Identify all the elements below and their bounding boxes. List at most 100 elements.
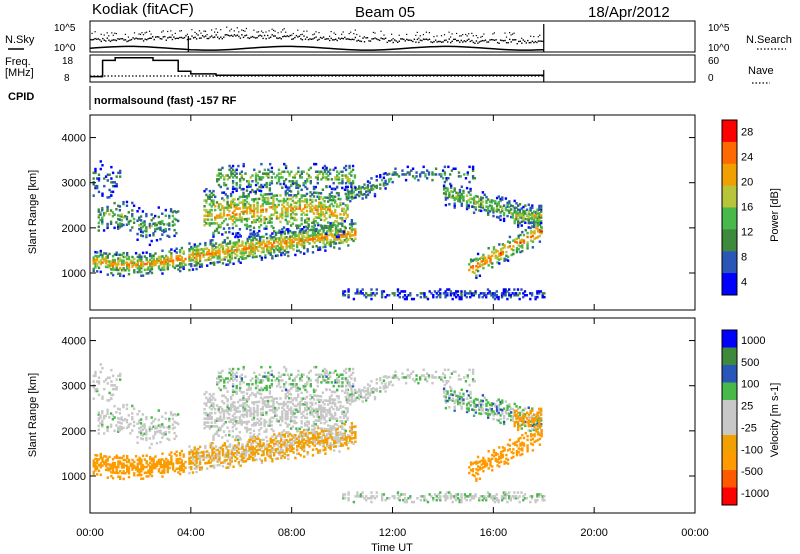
power-cell xyxy=(282,197,286,201)
nsky-point xyxy=(279,37,281,39)
power-cell xyxy=(251,188,254,192)
velocity-cell xyxy=(208,411,212,415)
power-cell xyxy=(347,192,350,196)
velocity-cell xyxy=(333,449,336,452)
power-cell xyxy=(256,197,259,201)
velocity-cell xyxy=(269,450,272,454)
velocity-cell xyxy=(262,451,265,455)
power-cell xyxy=(311,208,314,211)
power-cell xyxy=(326,239,329,243)
power-cell xyxy=(245,197,249,200)
power-cell xyxy=(327,170,330,173)
power-cell xyxy=(318,197,321,201)
power-cell xyxy=(521,238,524,241)
power-cell xyxy=(254,172,258,175)
power-cell xyxy=(231,211,235,215)
velocity-cell xyxy=(214,445,218,448)
power-cell xyxy=(203,218,206,221)
power-cell xyxy=(256,201,259,204)
nsky-point xyxy=(448,31,450,33)
power-cell xyxy=(535,236,538,240)
power-cell xyxy=(96,262,99,266)
power-cell xyxy=(268,202,272,205)
nsky-point xyxy=(475,35,477,37)
velocity-cell xyxy=(313,436,316,440)
velocity-cell xyxy=(111,384,115,387)
velocity-cell xyxy=(139,422,143,425)
nsky-point xyxy=(283,28,285,30)
power-cell xyxy=(140,259,143,262)
velocity-cell xyxy=(159,471,162,475)
velocity-cell xyxy=(237,410,240,413)
velocity-cell xyxy=(272,407,275,410)
power-cell xyxy=(527,226,530,229)
power-cell xyxy=(291,209,295,212)
power-cell xyxy=(274,176,277,179)
velocity-cell xyxy=(143,471,147,475)
velocity-cell xyxy=(97,463,101,467)
power-cell xyxy=(235,183,238,187)
nsky-point xyxy=(502,40,505,42)
power-cell xyxy=(286,201,289,205)
power-cell xyxy=(432,294,435,297)
power-cell xyxy=(161,233,164,236)
power-cell xyxy=(336,174,339,177)
power-cell xyxy=(125,217,129,221)
nsky-point xyxy=(391,39,393,41)
power-cell xyxy=(540,210,543,213)
velocity-cell xyxy=(166,459,169,462)
power-cell xyxy=(249,211,252,215)
power-cell xyxy=(195,260,198,263)
power-cell xyxy=(527,218,530,221)
velocity-cell xyxy=(245,426,249,429)
power-cell xyxy=(274,239,278,242)
y-tick-label: 2000 xyxy=(62,223,86,235)
power-cell xyxy=(331,235,334,238)
velocity-cell xyxy=(222,417,226,420)
power-cell xyxy=(252,213,256,216)
power-cell xyxy=(108,213,111,216)
velocity-cell xyxy=(247,409,250,412)
power-cell xyxy=(254,197,257,201)
velocity-cell xyxy=(193,446,196,449)
nsky-point xyxy=(295,34,298,37)
power-cell xyxy=(453,196,456,200)
power-cell xyxy=(271,257,274,260)
power-cell xyxy=(348,172,351,175)
power-cell xyxy=(94,184,97,188)
power-cell xyxy=(232,243,235,247)
velocity-cell xyxy=(290,443,294,447)
velocity-cell xyxy=(143,426,146,430)
power-cell xyxy=(170,248,173,251)
power-cell xyxy=(295,207,298,210)
power-cell xyxy=(316,174,319,177)
power-cell xyxy=(495,206,499,209)
power-cell xyxy=(136,259,139,262)
power-cell xyxy=(453,189,456,192)
velocity-cell xyxy=(252,429,256,433)
power-cell xyxy=(522,212,525,215)
nsky-point xyxy=(362,37,364,39)
velocity-cell xyxy=(341,438,345,441)
velocity-cell xyxy=(138,430,141,434)
velocity-cell xyxy=(170,462,173,466)
power-cell xyxy=(285,247,288,250)
power-cell xyxy=(254,192,257,195)
velocity-cell xyxy=(258,400,261,404)
velocity-cell xyxy=(268,424,272,427)
nsky-point xyxy=(325,38,328,40)
power-cell xyxy=(234,249,237,252)
velocity-cell xyxy=(133,474,136,477)
power-cell xyxy=(348,223,352,226)
velocity-cell xyxy=(119,456,122,460)
power-cell xyxy=(157,206,160,209)
nsky-point xyxy=(440,35,443,37)
power-cell xyxy=(252,230,256,233)
velocity-cell xyxy=(203,423,206,426)
power-cell xyxy=(179,258,182,261)
power-cell xyxy=(457,175,461,178)
power-cell xyxy=(329,242,332,246)
power-cell xyxy=(352,222,355,226)
velocity-cell xyxy=(108,399,111,402)
power-cell xyxy=(337,235,340,239)
